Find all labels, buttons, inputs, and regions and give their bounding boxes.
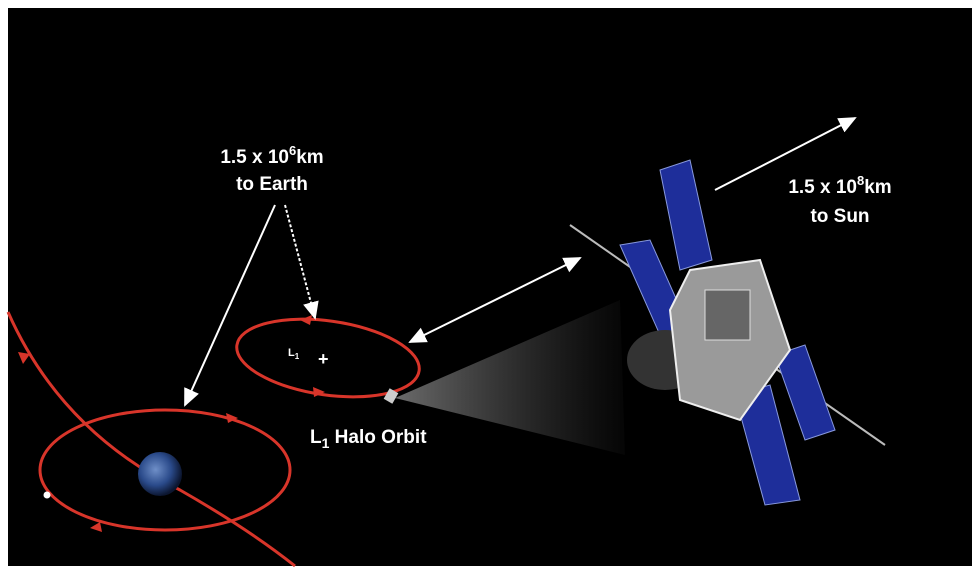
l1-label: L1 (288, 347, 300, 361)
earth (138, 452, 182, 496)
moon (43, 491, 51, 499)
halo-orbit-label: L1 Halo Orbit (310, 427, 427, 451)
orbit-arrowhead (313, 387, 325, 397)
halo-orbit (235, 317, 421, 399)
orbit-arrowhead (90, 522, 102, 532)
sun-distance-label: 1.5 x 108km (788, 173, 891, 198)
sun-distance-label: to Sun (810, 206, 869, 227)
arrow (184, 204, 276, 407)
arrow (284, 204, 319, 320)
arrow (714, 117, 857, 191)
spacecraft (569, 159, 886, 506)
orbit-arrowhead (18, 352, 30, 364)
orbit-arrowhead (226, 413, 238, 423)
l1-marker: + (318, 349, 329, 369)
arrow (408, 257, 582, 343)
small-spacecraft (383, 388, 399, 404)
earth-distance-label: to Earth (236, 174, 308, 195)
moon-orbit (38, 408, 292, 532)
earth-distance-label: 1.5 x 106km (220, 143, 323, 168)
